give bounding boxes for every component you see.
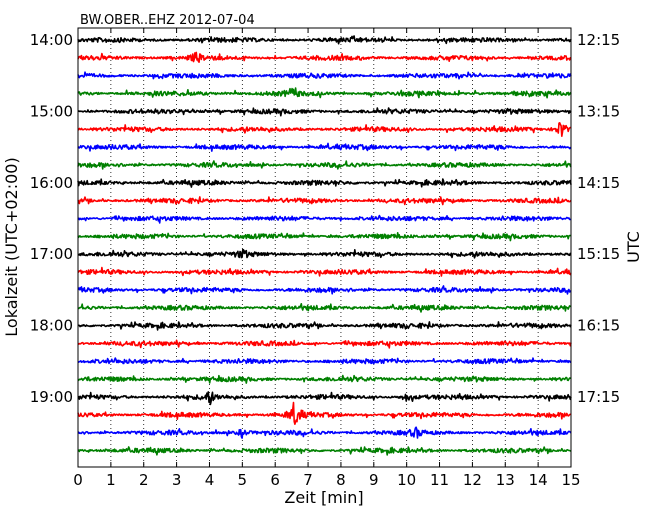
left-axis-label: Lokalzeit (UTC+02:00) [2, 157, 21, 336]
trace-line [78, 392, 571, 405]
trace-line [78, 340, 571, 348]
right-tick-label: 16:15 [577, 317, 620, 335]
right-axis-ticks: 12:15 13:15 14:15 15:15 16:15 17:15 [566, 31, 620, 406]
trace-line [78, 403, 571, 425]
trace-line [78, 233, 571, 241]
left-tick-label: 17:00 [30, 245, 73, 263]
right-axis-label: UTC [624, 231, 643, 263]
x-tick-label: 13 [496, 471, 515, 489]
x-tick-label: 9 [369, 471, 379, 489]
trace-line [78, 286, 571, 294]
seismic-traces [78, 36, 571, 455]
x-tick-label: 8 [336, 471, 346, 489]
trace-line [78, 358, 571, 364]
x-tick-label: 10 [397, 471, 416, 489]
trace-line [78, 250, 571, 258]
left-axis-ticks: 14:00 15:00 16:00 17:00 18:00 19:00 [30, 31, 83, 406]
trace-line [78, 72, 571, 79]
trace-line [78, 304, 571, 312]
trace-line [78, 88, 571, 98]
x-tick-label: 3 [172, 471, 182, 489]
x-tick-label: 12 [463, 471, 482, 489]
x-tick-label: 14 [529, 471, 548, 489]
trace-line [78, 427, 571, 438]
right-tick-label: 13:15 [577, 102, 620, 120]
left-tick-label: 15:00 [30, 102, 73, 120]
right-tick-label: 15:15 [577, 245, 620, 263]
trace-line [78, 161, 571, 169]
right-tick-label: 14:15 [577, 174, 620, 192]
right-tick-label: 17:15 [577, 388, 620, 406]
x-tick-label: 11 [430, 471, 449, 489]
x-tick-label: 7 [303, 471, 313, 489]
x-tick-label: 1 [106, 471, 116, 489]
x-axis-label: Zeit [min] [284, 488, 363, 507]
left-tick-label: 16:00 [30, 174, 73, 192]
x-tick-label: 5 [238, 471, 248, 489]
x-tick-label: 0 [73, 471, 83, 489]
trace-line [78, 268, 571, 276]
trace-line [78, 447, 571, 455]
trace-line [78, 52, 571, 62]
trace-line [78, 197, 571, 205]
x-axis-ticks: 0 1 2 3 4 5 6 7 8 9 10 11 12 13 14 15 [73, 28, 580, 489]
trace-line [78, 123, 571, 136]
trace-line [78, 322, 571, 330]
x-tick-label: 6 [270, 471, 280, 489]
trace-line [78, 143, 571, 151]
chart-title: BW.OBER..EHZ 2012-07-04 [80, 13, 255, 28]
trace-line [78, 179, 571, 187]
left-tick-label: 14:00 [30, 31, 73, 49]
trace-line [78, 376, 571, 384]
trace-line [78, 108, 571, 116]
x-tick-label: 4 [205, 471, 215, 489]
right-tick-label: 12:15 [577, 31, 620, 49]
left-tick-label: 19:00 [30, 388, 73, 406]
left-tick-label: 18:00 [30, 317, 73, 335]
trace-line [78, 36, 571, 44]
trace-line [78, 216, 571, 223]
x-tick-label: 15 [561, 471, 580, 489]
x-tick-label: 2 [139, 471, 149, 489]
